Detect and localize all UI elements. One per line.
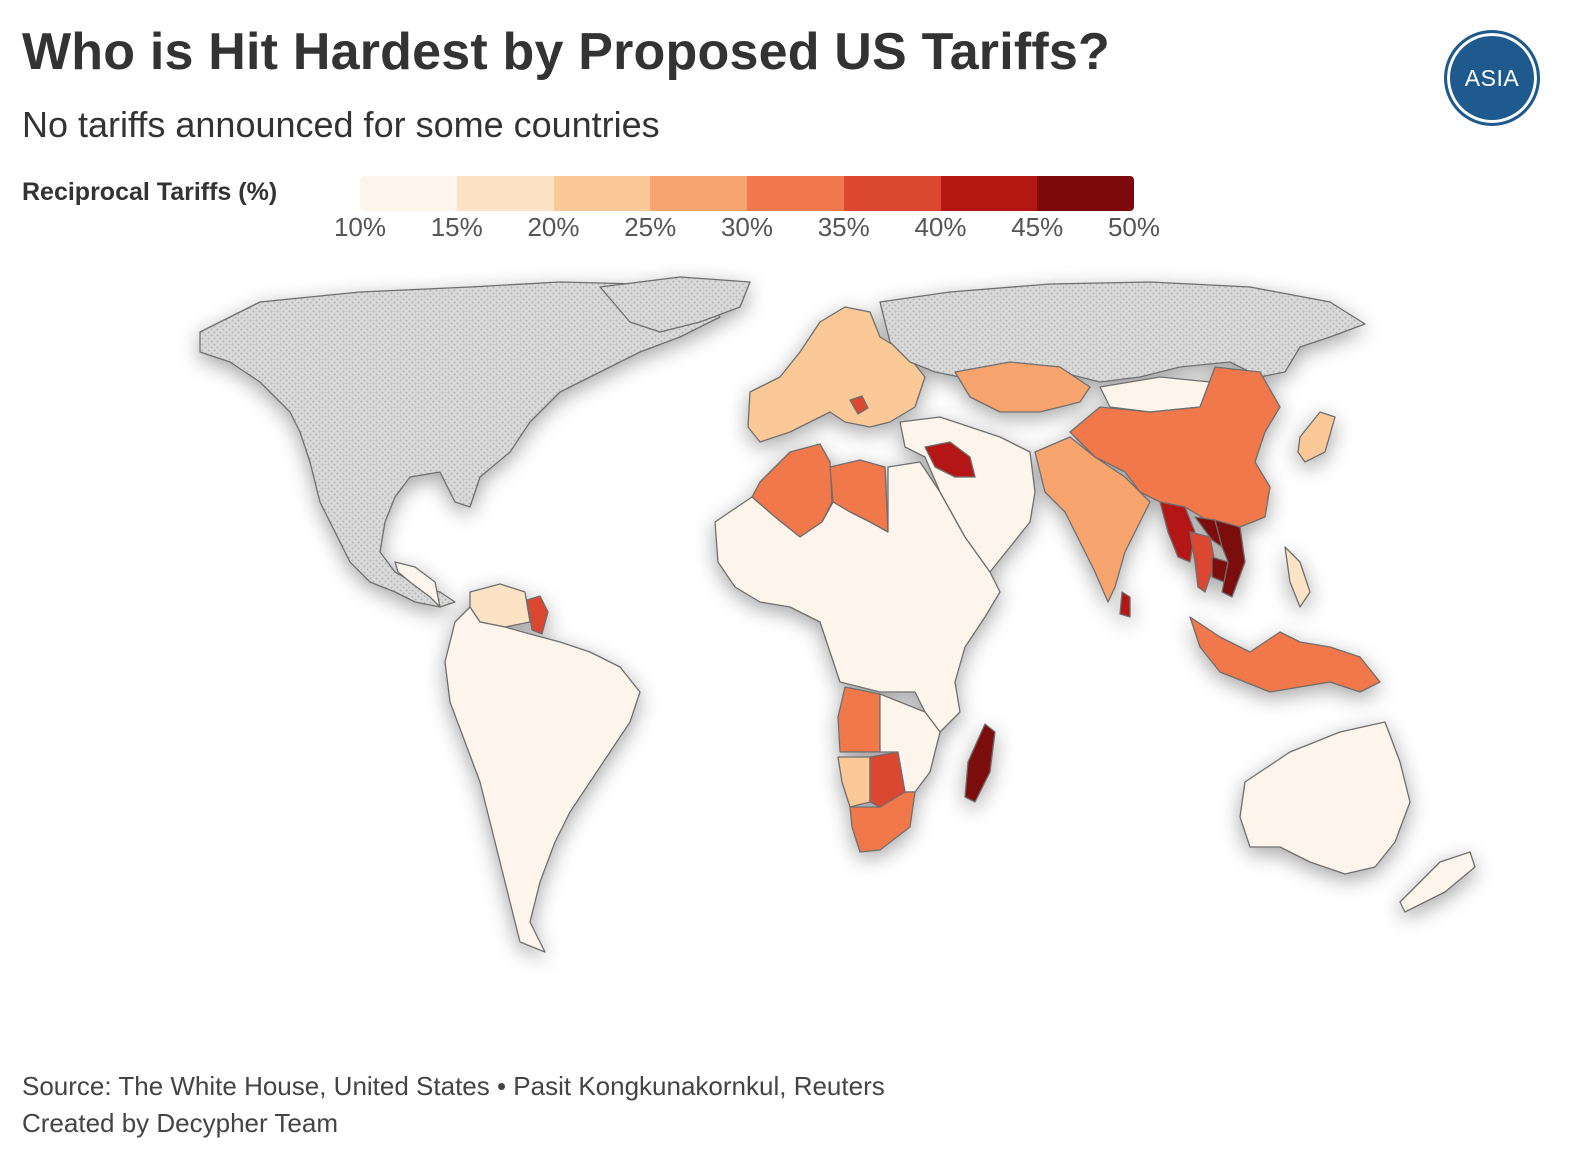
region-mongolia <box>1099 376 1211 413</box>
region-madagascar <box>964 723 996 803</box>
region-thailand <box>1189 531 1216 593</box>
world-map <box>199 276 1476 953</box>
legend-tick-label: 50% <box>1107 212 1161 242</box>
legend-tick-label: 15% <box>430 212 483 242</box>
region-russia <box>879 281 1366 383</box>
region-guyana <box>526 595 549 635</box>
region-new-zealand <box>1399 851 1476 913</box>
region-namibia <box>837 756 871 808</box>
legend-title: Reciprocal Tariffs (%) <box>22 178 278 206</box>
region-western-europe <box>747 306 926 443</box>
region-north-america <box>199 281 721 608</box>
region-sri-lanka <box>1119 591 1131 618</box>
region-serbia <box>849 395 869 415</box>
asia-logo: ASIA <box>1444 30 1540 126</box>
logo-text: ASIA <box>1464 64 1520 91</box>
legend-swatch <box>456 176 554 211</box>
source-text: Source: The White House, United States •… <box>22 1071 885 1101</box>
legend-tick-label: 35% <box>817 212 870 242</box>
region-philippines <box>1284 546 1311 608</box>
region-myanmar <box>1159 501 1196 563</box>
region-pakistan-india <box>1034 436 1151 603</box>
region-kazakhstan <box>954 361 1091 413</box>
legend-tick-label: 40% <box>914 212 967 242</box>
region-indonesia <box>1189 616 1381 693</box>
legend-tick-label: 20% <box>527 212 580 242</box>
legend-ticks: 10% 15% 20% 25% 30% 35% 40% 45% 50% <box>300 212 1200 246</box>
legend-tick-label: 45% <box>1011 212 1064 242</box>
region-vietnam <box>1214 519 1246 598</box>
legend-swatch <box>553 176 651 211</box>
region-central-america <box>394 561 441 608</box>
region-japan-korea <box>1297 411 1336 463</box>
source-note: Source: The White House, United States •… <box>22 1068 885 1142</box>
credit-text: Created by Decypher Team <box>22 1108 339 1138</box>
legend-swatch <box>1037 176 1134 211</box>
legend-swatch <box>940 176 1038 211</box>
region-australia <box>1239 721 1411 875</box>
region-syria-iraq <box>924 441 976 478</box>
page-subtitle: No tariffs announced for some countries <box>22 104 660 145</box>
page-title: Who is Hit Hardest by Proposed US Tariff… <box>22 23 1111 81</box>
region-angola <box>837 686 881 753</box>
legend-color-bar <box>360 176 1134 211</box>
legend-tick-label: 10% <box>333 212 387 242</box>
region-cambodia <box>1211 556 1229 583</box>
legend-swatch <box>843 176 941 211</box>
region-china <box>1069 366 1281 528</box>
region-south-africa <box>849 791 916 853</box>
legend-swatch <box>650 176 747 211</box>
region-africa <box>714 461 1001 733</box>
legend-tick-label: 30% <box>720 212 774 242</box>
region-greenland <box>599 276 751 333</box>
region-south-america <box>444 606 641 953</box>
legend-tick-label: 25% <box>624 212 677 242</box>
legend-swatch <box>747 176 844 211</box>
legend-swatch <box>360 176 457 211</box>
